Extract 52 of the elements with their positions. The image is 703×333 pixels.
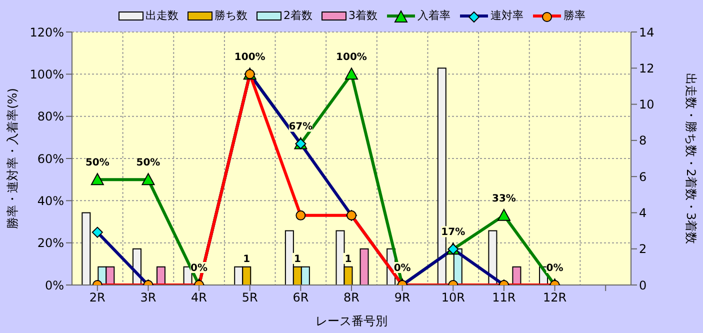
data-label: 67% [288, 122, 313, 133]
data-label: 0% [546, 263, 564, 274]
bar [156, 266, 166, 285]
y-tick-label: 20% [37, 236, 64, 250]
data-label: 0% [394, 263, 411, 274]
y2-tick-label: 6 [639, 170, 647, 184]
legend-label: 連対率 [490, 8, 524, 23]
y-tick-label: 120% [30, 25, 64, 40]
y2-tick-label: 10 [639, 98, 654, 112]
legend-label: 入着率 [418, 8, 450, 23]
data-label: 1 [243, 254, 250, 265]
legend-label: 2着数 [284, 8, 312, 23]
data-label: 17% [441, 227, 466, 238]
x-axis-title: レース番号別 [316, 314, 388, 328]
x-tick-label: 6R [292, 290, 309, 305]
y2-axis-title: 出走数・勝ち数・2着数・3着数 [684, 72, 698, 244]
y2-tick-label: 14 [639, 25, 654, 40]
y-tick-label: 0% [44, 278, 64, 292]
data-label: 100% [234, 52, 266, 64]
data-label: 1 [294, 254, 301, 265]
x-tick-label: 4R [191, 290, 208, 305]
x-tick-label: 10R [441, 290, 465, 305]
legend-label: 勝率 [564, 8, 586, 23]
x-tick-label: 11R [492, 290, 516, 305]
x-tick-label: 12R [542, 290, 567, 305]
x-tick-label: 3R [140, 290, 156, 305]
data-label: 0% [190, 263, 208, 274]
x-tick-label: 5R [242, 290, 258, 305]
y-tick-label: 60% [37, 152, 64, 166]
x-tick-label: 2R [89, 290, 106, 305]
data-label: 1 [344, 254, 352, 265]
x-tick-label: 9R [394, 290, 410, 305]
y2-tick-label: 4 [639, 206, 647, 220]
y2-tick-label: 0 [639, 278, 647, 292]
y-tick-label: 100% [30, 67, 64, 82]
y2-tick-label: 2 [639, 242, 647, 256]
y-tick-label: 40% [37, 194, 64, 208]
y2-tick-label: 8 [639, 134, 647, 148]
bar [488, 230, 498, 285]
y2-tick-label: 12 [639, 61, 654, 76]
data-label: 50% [85, 158, 110, 169]
bar [360, 248, 369, 285]
y-tick-label: 80% [37, 110, 64, 124]
x-tick-label: 8R [344, 290, 360, 305]
legend-label: 3着数 [348, 8, 378, 23]
data-label: 33% [492, 193, 516, 204]
bar [512, 266, 522, 285]
y-axis-title: 勝率・連対率・入着率(%) [5, 88, 20, 229]
data-label: 50% [136, 158, 160, 169]
legend-label: 勝ち数 [214, 8, 248, 23]
data-label: 100% [336, 52, 367, 64]
legend-label: 出走数 [146, 8, 178, 23]
